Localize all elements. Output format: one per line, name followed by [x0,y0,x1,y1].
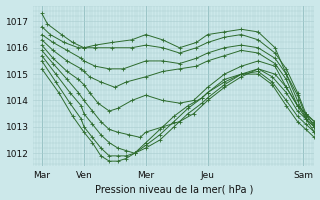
X-axis label: Pression niveau de la mer( hPa ): Pression niveau de la mer( hPa ) [95,184,253,194]
